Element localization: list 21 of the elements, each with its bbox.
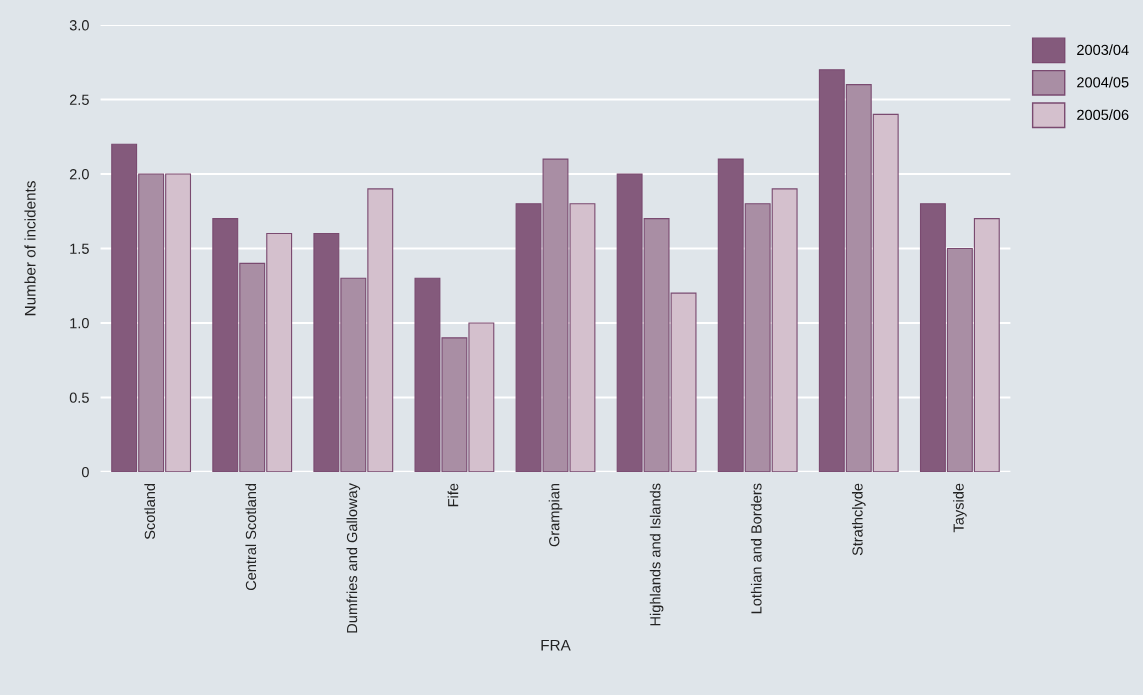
y-tick-label: 1.0	[70, 318, 89, 329]
x-tick-label: Tayside	[953, 483, 967, 533]
y-tick-label: 2.5	[69, 94, 89, 105]
y-tick-label: 3.0	[69, 20, 89, 31]
x-tick-label: Fife	[447, 483, 459, 507]
legend-label: 2003/04	[1077, 44, 1129, 56]
legend-label: 2004/05	[1077, 76, 1129, 88]
x-tick-label: Scotland	[144, 483, 156, 540]
y-tick-label: 2.0	[69, 169, 89, 180]
x-tick-label: Central Scotland	[245, 483, 257, 591]
x-tick-label: Grampian	[548, 483, 563, 547]
y-tick-label: 0.5	[69, 392, 89, 403]
y-tick-label: 1.5	[70, 243, 89, 254]
x-tick-label: Highlands and Islands	[649, 483, 664, 626]
x-tick-label: Strathclyde	[851, 483, 866, 556]
x-tick-label: Lothian and Borders	[750, 483, 762, 614]
y-axis-title: Number of incidents	[24, 181, 36, 316]
x-axis-title: FRA	[541, 639, 571, 651]
y-tick-label: 0	[81, 467, 89, 478]
x-tick-label: Dumfries and Galloway	[346, 483, 361, 633]
legend-label: 2005/06	[1077, 109, 1129, 120]
